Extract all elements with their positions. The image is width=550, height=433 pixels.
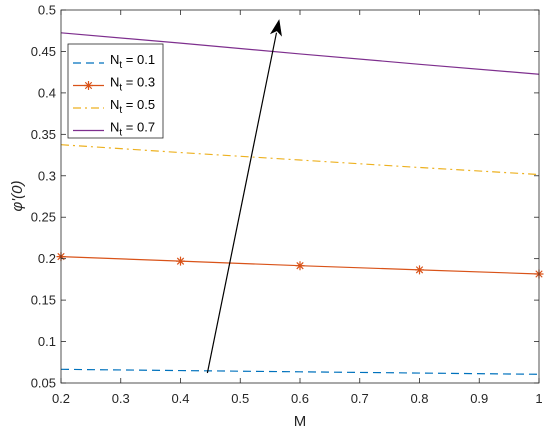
x-tick-label: 0.8 — [410, 391, 428, 406]
x-tick-label: 0.5 — [231, 391, 249, 406]
x-tick-label: 0.7 — [351, 391, 369, 406]
x-tick-label: 0.2 — [52, 391, 70, 406]
y-tick-label: 0.45 — [31, 44, 56, 59]
tick-layer: 0.2 0.3 0.4 0.5 0.6 0.7 0.8 0.9 1 0.05 0.1 0.15 0.2 0… — [31, 3, 543, 407]
x-tick-label: 0.9 — [470, 391, 488, 406]
y-tick-label: 0.35 — [31, 127, 56, 142]
series-2-marker — [415, 265, 424, 275]
legend-label-1: Nt = 0.1 — [110, 52, 155, 71]
series-2-marker — [295, 261, 305, 271]
legend-marker-2 — [84, 81, 93, 90]
legend-label-4: Nt = 0.7 — [110, 120, 155, 139]
series-line-1 — [60, 368, 540, 375]
arrow-annotation-head — [269, 19, 282, 37]
y-tick-label: 0.3 — [38, 168, 56, 183]
y-axis-label: φ'(0) — [9, 181, 26, 212]
y-tick-label: 0.1 — [38, 334, 56, 349]
y-tick-label: 0.05 — [31, 376, 56, 391]
series-line-3 — [60, 144, 540, 176]
legend: Nt = 0.1 Nt = 0.3 Nt = 0.5 Nt = 0.7 — [67, 43, 164, 139]
x-tick-label: 0.6 — [291, 391, 309, 406]
series-line-4 — [60, 32, 540, 75]
annotation-layer — [206, 19, 282, 374]
legend-box — [67, 43, 164, 139]
y-tick-label: 0.2 — [38, 251, 56, 266]
x-axis-label: M — [294, 413, 307, 430]
y-tick-label: 0.4 — [38, 85, 56, 100]
x-tick-label: 1 — [535, 391, 542, 406]
series-2-marker — [176, 256, 185, 266]
y-tick-label: 0.5 — [38, 3, 56, 18]
y-tick-label: 0.25 — [31, 210, 56, 225]
x-tick-label: 0.4 — [171, 391, 189, 406]
arrow-annotation-shaft — [206, 32, 278, 374]
legend-label-3: Nt = 0.5 — [110, 97, 155, 116]
legend-label-2: Nt = 0.3 — [110, 75, 155, 94]
y-tick-label: 0.15 — [31, 293, 56, 308]
x-tick-label: 0.3 — [112, 391, 130, 406]
